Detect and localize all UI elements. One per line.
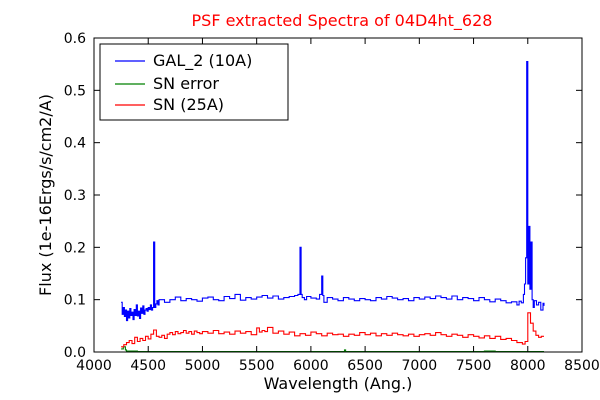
x-axis: 4000 4500 5000 5500 6000 6500 7000 7500 8000 8500 [76, 38, 600, 374]
legend-box [99, 43, 289, 121]
y-axis: 0.0 0.1 0.2 0.3 0.4 0.5 0.6 [64, 31, 582, 361]
chart-title: PSF extracted Spectra of 04D4ht_628 [192, 11, 493, 31]
x-tick-label: 5000 [185, 358, 221, 374]
x-tick-label: 4500 [130, 358, 166, 374]
legend-label-sn: SN (25A) [153, 95, 224, 114]
x-tick-label: 6000 [293, 358, 329, 374]
y-tick-label: 0.1 [64, 293, 86, 309]
y-tick-label: 0.0 [64, 345, 86, 361]
y-tick-label: 0.5 [64, 83, 86, 99]
x-tick-label: 8500 [564, 358, 600, 374]
x-tick-label: 7500 [456, 358, 492, 374]
series-line-gal [121, 60, 545, 322]
y-axis-label: Flux (1e-16Ergs/s/cm2/A) [36, 94, 55, 296]
legend-label-gal: GAL_2 (10A) [153, 51, 252, 71]
y-tick-label: 0.2 [64, 240, 86, 256]
x-tick-label: 5500 [239, 358, 275, 374]
y-tick-label: 0.4 [64, 136, 86, 152]
x-tick-label: 6500 [347, 358, 383, 374]
y-tick-label: 0.3 [64, 188, 86, 204]
legend-label-err: SN error [153, 74, 219, 93]
x-axis-label: Wavelength (Ang.) [264, 374, 413, 393]
x-tick-label: 8000 [510, 358, 546, 374]
series-line-sn [121, 312, 544, 348]
x-tick-label: 4000 [76, 358, 112, 374]
legend: GAL_2 (10A) SN error SN (25A) [99, 43, 289, 121]
x-tick-label: 7000 [402, 358, 438, 374]
y-tick-label: 0.6 [64, 31, 86, 47]
